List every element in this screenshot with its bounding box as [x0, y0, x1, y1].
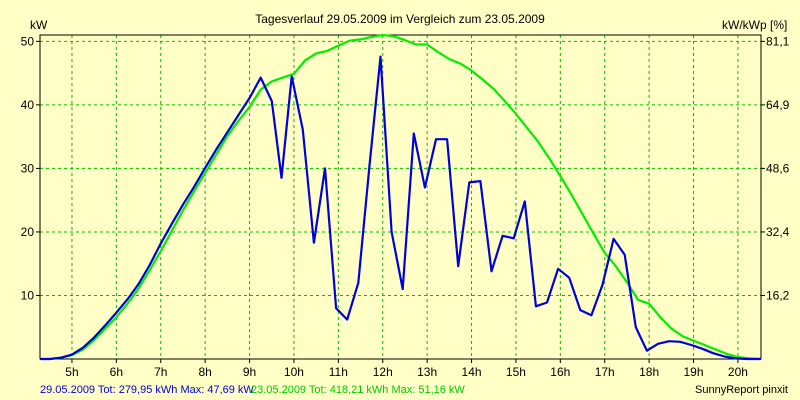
- chart-title: Tagesverlauf 29.05.2009 im Vergleich zum…: [255, 12, 545, 26]
- y-tick-label-left: 20: [21, 225, 35, 239]
- y-tick-label-right: 32,4: [766, 225, 790, 239]
- y-tick-label-right: 64,9: [766, 98, 790, 112]
- x-tick-label: 6h: [110, 365, 123, 379]
- x-tick-label: 8h: [198, 365, 211, 379]
- x-tick-label: 17h: [595, 365, 615, 379]
- y-tick-label-left: 10: [21, 288, 35, 302]
- x-tick-label: 12h: [373, 365, 393, 379]
- x-tick-label: 11h: [329, 365, 348, 379]
- x-tick-label: 10h: [284, 365, 304, 379]
- x-tick-label: 19h: [684, 365, 704, 379]
- y-tick-label-left: 50: [21, 34, 35, 48]
- x-tick-label: 16h: [550, 365, 570, 379]
- y-tick-label-left: 30: [21, 161, 35, 175]
- y-tick-label-right: 48,6: [766, 161, 790, 175]
- x-tick-label: 5h: [65, 365, 78, 379]
- x-tick-label: 20h: [728, 365, 748, 379]
- x-tick-label: 9h: [243, 365, 256, 379]
- x-tick-label: 14h: [462, 365, 482, 379]
- y-tick-label-right: 81,1: [766, 34, 790, 48]
- footer-brand: SunnyReport pinxit: [695, 384, 788, 396]
- footer-series2-summary: 23.05.2009 Tot: 418,21 kWh Max: 51,16 kW: [251, 384, 465, 396]
- y-tick-label-left: 40: [21, 98, 35, 112]
- x-tick-label: 13h: [417, 365, 437, 379]
- x-tick-label: 15h: [506, 365, 526, 379]
- y-axis-right-label: kW/kWp [%]: [722, 18, 787, 32]
- series-line-29.05.2009: [39, 55, 762, 361]
- footer-series1-summary: 29.05.2009 Tot: 279,95 kWh Max: 47,69 kW: [40, 384, 254, 396]
- x-tick-label: 7h: [154, 365, 167, 379]
- y-tick-label-right: 16,2: [766, 288, 790, 302]
- y-axis-left-label: kW: [30, 18, 48, 32]
- series-line-23.05.2009: [39, 33, 762, 361]
- plot-frame: [39, 34, 762, 360]
- x-tick-label: 18h: [639, 365, 659, 379]
